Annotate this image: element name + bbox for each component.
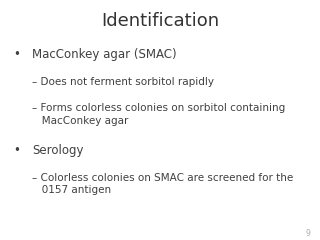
- Text: Serology: Serology: [32, 144, 84, 157]
- Text: •: •: [13, 48, 20, 61]
- Text: •: •: [13, 144, 20, 157]
- Text: MacConkey agar (SMAC): MacConkey agar (SMAC): [32, 48, 177, 61]
- Text: – Forms colorless colonies on sorbitol containing
   MacConkey agar: – Forms colorless colonies on sorbitol c…: [32, 103, 285, 126]
- Text: 9: 9: [306, 228, 310, 238]
- Text: Identification: Identification: [101, 12, 219, 30]
- Text: – Colorless colonies on SMAC are screened for the
   0157 antigen: – Colorless colonies on SMAC are screene…: [32, 173, 293, 195]
- Text: – Does not ferment sorbitol rapidly: – Does not ferment sorbitol rapidly: [32, 77, 214, 87]
